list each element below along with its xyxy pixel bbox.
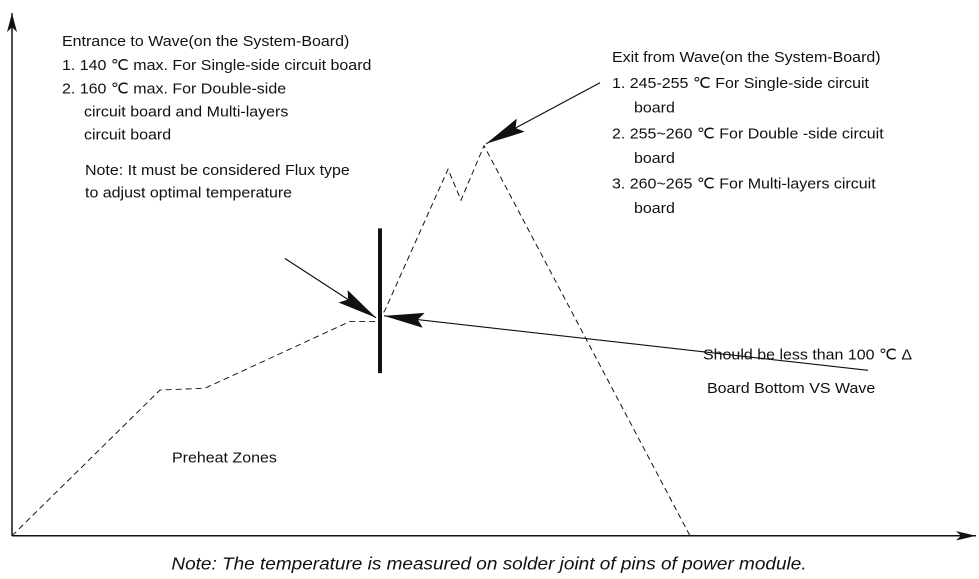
block-item: 1. 245-255 ℃ For Single-side circuit — [612, 75, 870, 91]
block-item: 2. 160 ℃ max. For Double-side — [62, 81, 286, 97]
block-item: circuit board and Multi-layers — [84, 104, 289, 120]
flux-note: to adjust optimal temperature — [85, 185, 292, 201]
delta-note: Should be less than 100 ℃ Δ — [703, 347, 912, 363]
block-item: board — [634, 150, 675, 166]
entry-arrow — [284, 258, 377, 319]
block-item: 2. 255~260 ℃ For Double -side circuit — [612, 126, 884, 142]
preheat-label: Preheat Zones — [172, 450, 277, 466]
temperature-profile — [11, 144, 691, 537]
board-arrow — [383, 312, 869, 371]
block-item: circuit board — [84, 127, 171, 143]
block-item: 3. 260~265 ℃ For Multi-layers circuit — [612, 176, 876, 192]
block-item: board — [634, 100, 675, 116]
block-title: Entrance to Wave(on the System-Board) — [62, 34, 349, 50]
flux-note: Note: It must be considered Flux type — [85, 162, 350, 178]
footer-note: Note: The temperature is measured on sol… — [171, 553, 806, 573]
axes — [6, 13, 976, 541]
block-title: Exit from Wave(on the System-Board) — [612, 50, 881, 66]
exit-arrow — [485, 82, 601, 145]
block-item: board — [634, 201, 675, 217]
block-item: 1. 140 ℃ max. For Single-side circuit bo… — [62, 57, 371, 73]
board-label: Board Bottom VS Wave — [707, 381, 875, 397]
